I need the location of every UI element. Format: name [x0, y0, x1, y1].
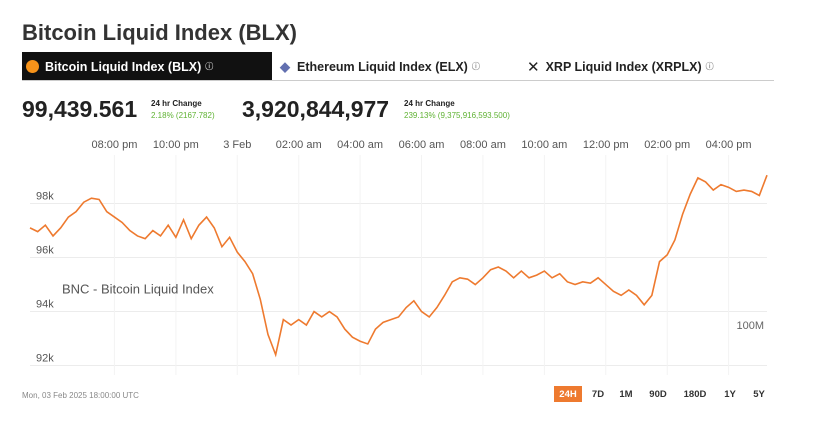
price-line: [29, 174, 768, 358]
volume-label: 100M: [736, 320, 764, 332]
y-tick-label: 92k: [36, 352, 54, 364]
btc-icon: [26, 60, 39, 73]
range-button[interactable]: 1M: [614, 386, 638, 402]
stat-value: 99,439.561: [22, 96, 138, 122]
y-tick-label: 94k: [36, 298, 54, 310]
page-title: Bitcoin Liquid Index (BLX): [22, 20, 297, 45]
x-tick-label: 04:00 am: [337, 139, 383, 151]
x-tick-label: 02:00 am: [276, 139, 322, 151]
y-tick-label: 98k: [36, 190, 54, 202]
tab-label: Ethereum Liquid Index (ELX): [297, 59, 468, 74]
x-tick-label: 08:00 pm: [92, 139, 138, 151]
active-tab-bg: [22, 52, 272, 81]
x-tick-label: 10:00 am: [521, 139, 567, 151]
change-label: 24 hr Change: [151, 99, 202, 108]
change-value: 2.18% (2167.782): [151, 111, 215, 120]
x-tick-label: 10:00 pm: [153, 139, 199, 151]
range-button[interactable]: 24H: [554, 386, 582, 402]
x-tick-label: 06:00 am: [399, 139, 445, 151]
range-button[interactable]: 90D: [644, 386, 672, 402]
change-value: 239.13% (9,375,916,593.500): [404, 111, 510, 120]
range-button[interactable]: 180D: [678, 386, 712, 402]
x-tick-label: 3 Feb: [223, 139, 251, 151]
y-tick-label: 96k: [36, 244, 54, 256]
annotation: BNC - Bitcoin Liquid Index: [62, 281, 214, 296]
x-tick-label: 08:00 am: [460, 139, 506, 151]
x-tick-label: 02:00 pm: [644, 139, 690, 151]
tab[interactable]: ✕ XRP Liquid Index (XRPLX) ⓘ: [527, 58, 714, 76]
range-button[interactable]: 1Y: [718, 386, 742, 402]
tab-divider: [22, 80, 774, 81]
range-button[interactable]: 5Y: [748, 386, 770, 402]
tab-label: XRP Liquid Index (XRPLX): [545, 59, 702, 74]
tab[interactable]: Bitcoin Liquid Index (BLX) ⓘ: [26, 52, 213, 81]
range-button[interactable]: 7D: [586, 386, 610, 402]
stat-value: 3,920,844,977: [242, 96, 390, 122]
x-tick-label: 04:00 pm: [706, 139, 752, 151]
change-label: 24 hr Change: [404, 99, 455, 108]
tab-label: Bitcoin Liquid Index (BLX): [45, 59, 202, 74]
timestamp: Mon, 03 Feb 2025 18:00:00 UTC: [22, 391, 139, 400]
tab[interactable]: ◆ Ethereum Liquid Index (ELX) ⓘ: [280, 58, 480, 74]
x-tick-label: 12:00 pm: [583, 139, 629, 151]
